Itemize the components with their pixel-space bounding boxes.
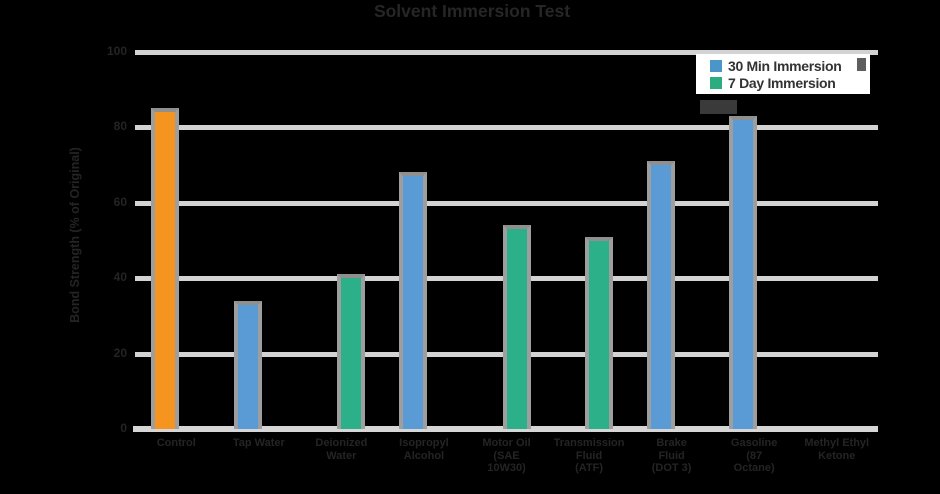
x-axis-label: Brake Fluid (DOT 3) [652,437,692,475]
gridline [135,50,878,55]
legend: 30 Min Immersion 7 Day Immersion [696,54,870,94]
y-tick-label: 80 [113,119,127,134]
x-axis-label-line: Ketone [818,449,856,462]
y-axis-title: Bond Strength (% of Original) [68,147,82,323]
x-axis-label: Methyl Ethyl Ketone [804,437,869,462]
bar-30min-gasoline [729,115,758,429]
x-axis-label-line: Deionized [315,437,368,449]
x-axis-label: Gasoline (87 Octane) [731,437,777,475]
x-axis-label-line: Gasoline [730,437,778,449]
bar-30min-isopropyl [398,172,427,429]
x-axis-label-line: Octane) [733,462,775,474]
x-axis-label-line: (ATF) [575,462,603,474]
chart-title: Solvent Immersion Test [373,1,571,21]
x-axis-label: Tap Water [233,437,285,450]
x-axis-label-line: 10W30) [487,462,526,474]
x-axis-label-line: Motor Oil [482,437,531,449]
legend-swatch-blue-icon [710,59,722,72]
x-axis-label-line: Fluid [658,449,685,462]
legend-shadow-artifact [700,100,737,114]
legend-swatch-green-icon [710,76,722,89]
x-axis-label: Motor Oil (SAE 10W30) [482,437,530,475]
x-axis-label-line: Brake [656,437,687,449]
x-axis-label-line: Isopropyl [399,437,449,449]
bar-7day-transmission [585,236,614,429]
bar-7day-deionized [337,274,366,429]
x-axis-label-line: Fluid [575,449,603,462]
x-axis-label: Isopropyl Alcohol [399,437,449,462]
legend-label-30min: 30 Min Immersion [728,57,842,74]
x-axis-label-line: (87 [746,449,763,462]
x-axis-label-line: Tap Water [232,437,285,449]
legend-entry-7day: 7 Day Immersion [710,75,870,91]
x-axis-label: Control [157,437,196,450]
x-axis-label-line: Control [156,437,196,449]
x-axis-label-line: (DOT 3) [651,462,692,474]
y-tick-label: 60 [113,194,127,209]
y-tick-label: 100 [106,44,127,58]
bar-30min-brake [646,161,675,429]
x-axis-label-line: Alcohol [403,449,445,462]
legend-label-7day: 7 Day Immersion [728,74,836,91]
y-tick-label: 20 [113,345,127,360]
x-axis-label: Transmission Fluid (ATF) [554,437,625,475]
bar-30min-tap-water [233,300,262,429]
x-axis-label-line: Transmission [553,437,625,449]
x-axis-line [133,426,878,432]
y-tick-label: 0 [120,421,127,435]
x-axis-label-line: (SAE [493,449,520,462]
x-axis-label-line: Methyl Ethyl [804,437,870,449]
y-tick-label: 40 [113,270,127,285]
legend-shadow-right-artifact [857,58,866,71]
gridline [135,125,878,131]
bar-7day-motor-oil [502,225,531,429]
x-axis-label: Deionized Water [315,437,367,462]
legend-entry-30min: 30 Min Immersion [710,58,870,74]
gridline [135,200,878,206]
bar-control-control [151,108,180,429]
x-axis-label-line: Water [326,449,357,462]
